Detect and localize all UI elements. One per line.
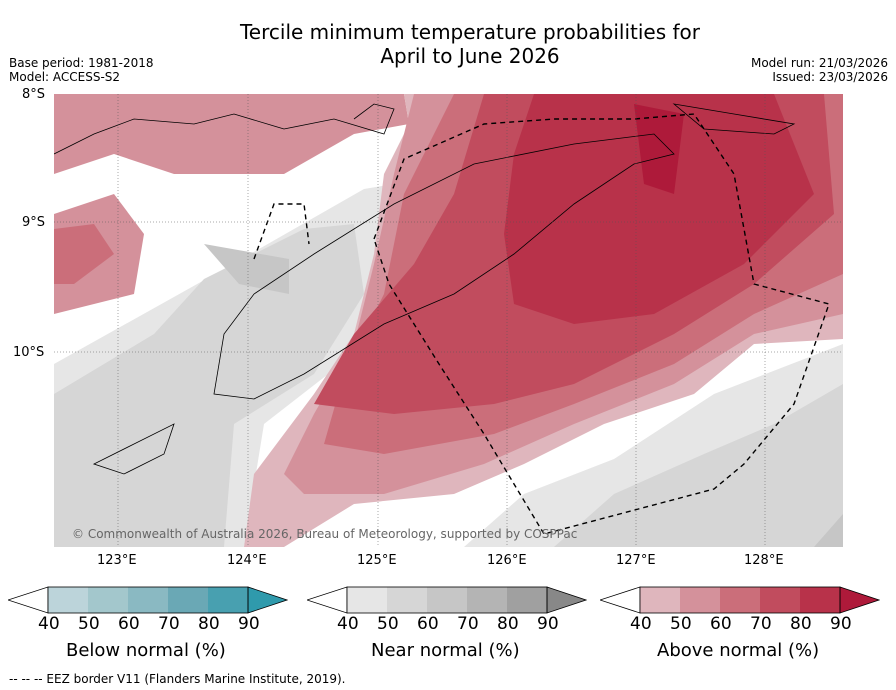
tick-near-60: 60 [417, 614, 439, 634]
colorbar-below-seg-3 [128, 587, 168, 613]
lon-label-124e: 124°E [227, 553, 267, 568]
colorbar-above-max-arrow [839, 586, 880, 614]
tick-above-40: 40 [630, 614, 652, 634]
above-normal-90-core [634, 104, 684, 194]
colorbar-near-seg-2 [387, 587, 427, 613]
coastline-rote [92, 423, 175, 475]
tick-near-70: 70 [457, 614, 479, 634]
colorbar-near-label: Near normal (%) [371, 640, 520, 661]
metadata-right: Model run: 21/03/2026 Issued: 23/03/2026 [751, 56, 888, 84]
colorbar-below-outline [47, 586, 249, 614]
tick-below-40: 40 [38, 614, 60, 634]
above-normal-60-west [54, 224, 114, 284]
eez-border [373, 113, 830, 535]
above-normal-80-core [504, 94, 814, 324]
lon-label-127e: 127°E [616, 553, 656, 568]
tick-above-70: 70 [750, 614, 772, 634]
coastlines [54, 103, 796, 475]
colorbar-above-min-arrow [600, 586, 641, 614]
colorbar-near-seg-4 [467, 587, 507, 613]
colorbar-below-seg-1 [48, 587, 88, 613]
colorbar-below-normal [8, 586, 288, 614]
tick-above-60: 60 [710, 614, 732, 634]
tick-near-80: 80 [497, 614, 519, 634]
colorbar-below-max-arrow [247, 586, 288, 614]
colorbar-near-seg-5 [507, 587, 547, 613]
map-title: Tercile minimum temperature probabilitie… [0, 20, 896, 68]
tick-above-80: 80 [790, 614, 812, 634]
eez-footnote: -- -- -- EEZ border V11 (Flanders Marine… [9, 672, 346, 686]
colorbar-below-seg-2 [88, 587, 128, 613]
coastline-timor [213, 133, 675, 400]
probability-map: © Commonwealth of Australia 2026, Bureau… [54, 94, 843, 547]
lon-label-128e: 128°E [744, 553, 784, 568]
graticule [54, 94, 843, 547]
model-name: Model: ACCESS-S2 [9, 70, 121, 84]
near-normal-60-patch [204, 244, 289, 294]
colorbar-above-label: Above normal (%) [657, 640, 820, 661]
colorbar-below-min-arrow [8, 586, 49, 614]
colorbar-below-seg-5 [208, 587, 248, 613]
colorbar-above-outline [639, 586, 841, 614]
title-line-2: April to June 2026 [380, 44, 560, 68]
colorbar-above-normal [600, 586, 880, 614]
tick-below-50: 50 [78, 614, 100, 634]
lat-label-8s: 8°S [22, 87, 46, 102]
above-normal-fields [54, 94, 843, 547]
colorbar-near-outline [346, 586, 548, 614]
title-line-1: Tercile minimum temperature probabilitie… [239, 20, 701, 44]
coastline-flores [54, 103, 395, 155]
tick-near-50: 50 [377, 614, 399, 634]
colorbar-near-normal [307, 586, 587, 614]
model-run: Model run: 21/03/2026 [750, 56, 888, 70]
lat-label-10s: 10°S [13, 345, 45, 360]
tick-below-60: 60 [118, 614, 140, 634]
near-normal-fields [54, 184, 843, 547]
colorbar-near-seg-3 [427, 587, 467, 613]
near-normal-50-southeast [554, 384, 843, 547]
colorbar-below-seg-4 [168, 587, 208, 613]
colorbar-near-max-arrow [546, 586, 587, 614]
tick-below-70: 70 [158, 614, 180, 634]
lat-label-9s: 9°S [22, 215, 46, 230]
tick-above-90: 90 [830, 614, 852, 634]
coastline-wetar [672, 103, 796, 135]
colorbar-below-label: Below normal (%) [66, 640, 226, 661]
tick-below-90: 90 [238, 614, 260, 634]
colorbar-above-seg-2 [680, 587, 720, 613]
near-normal-60-corner [814, 514, 843, 547]
base-period: Base period: 1981-2018 [9, 56, 154, 70]
colorbar-above-seg-1 [640, 587, 680, 613]
tick-near-40: 40 [337, 614, 359, 634]
colorbar-above-seg-4 [760, 587, 800, 613]
tick-above-50: 50 [670, 614, 692, 634]
lon-label-126e: 126°E [487, 553, 527, 568]
lon-label-123e: 123°E [97, 553, 137, 568]
near-normal-50-west [54, 224, 364, 547]
colorbar-above-seg-5 [800, 587, 840, 613]
colorbar-above-seg-3 [720, 587, 760, 613]
eez-border-oecusse [253, 203, 310, 260]
issued-date: Issued: 23/03/2026 [772, 70, 888, 84]
lon-label-125e: 125°E [357, 553, 397, 568]
tick-below-80: 80 [198, 614, 220, 634]
tick-near-90: 90 [537, 614, 559, 634]
above-normal-50-north [54, 94, 409, 174]
metadata-left: Base period: 1981-2018 Model: ACCESS-S2 [9, 56, 154, 84]
colorbar-near-min-arrow [307, 586, 348, 614]
colorbar-near-seg-1 [347, 587, 387, 613]
copyright-notice: © Commonwealth of Australia 2026, Bureau… [72, 527, 577, 541]
